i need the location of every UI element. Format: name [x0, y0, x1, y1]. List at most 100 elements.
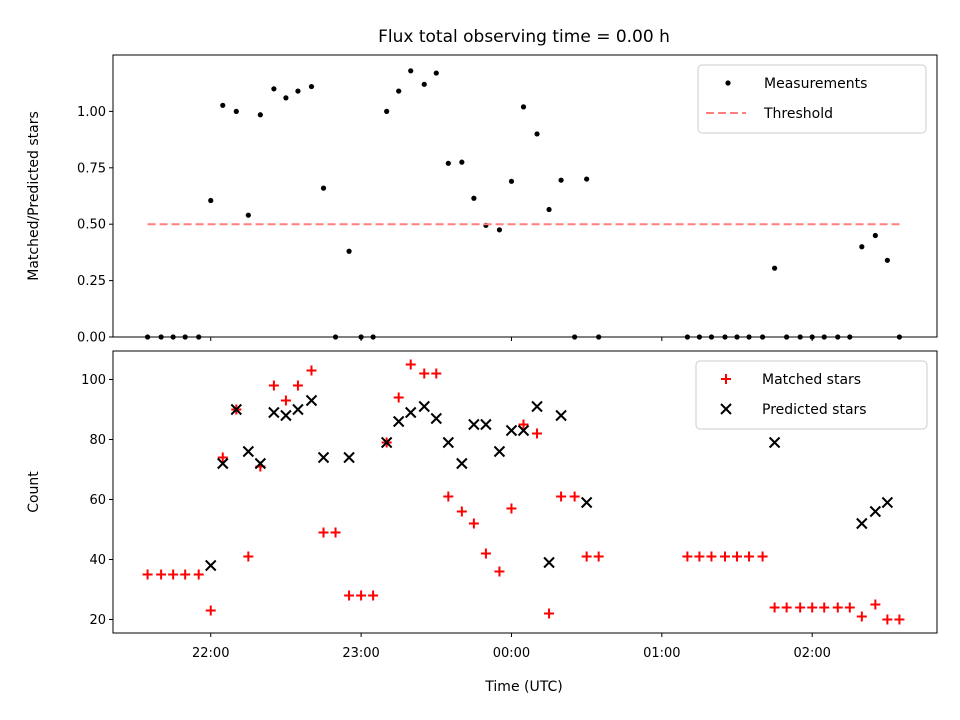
data-point [292, 380, 303, 391]
data-point [768, 436, 781, 449]
data-point [380, 436, 393, 449]
data-point [356, 590, 367, 601]
data-point [217, 457, 229, 470]
legend-label: Measurements [764, 76, 867, 92]
y-tick-label: 0.00 [77, 331, 106, 346]
data-point [421, 81, 427, 87]
top-panel: 0.00 0.25 0.50 0.75 1.00 Matched/Predicted st… [26, 54, 938, 346]
data-point [257, 112, 263, 118]
y-tick-label: 20 [89, 613, 106, 628]
data-point [543, 556, 555, 569]
data-point [393, 392, 404, 403]
data-point [531, 400, 543, 413]
data-point [459, 159, 465, 165]
chart-title: Flux total observing time = 0.00 h [378, 27, 670, 47]
data-point [493, 445, 506, 458]
data-point [496, 227, 503, 233]
y-tick-label: 40 [89, 553, 106, 568]
data-point [544, 608, 555, 619]
data-point [205, 605, 216, 616]
series-matched-stars [142, 359, 905, 625]
data-point [593, 551, 604, 562]
data-point [245, 212, 251, 218]
data-point [884, 257, 890, 263]
data-point [506, 503, 517, 514]
data-point [280, 395, 291, 406]
data-point [757, 551, 768, 562]
data-point [268, 380, 279, 391]
y-tick-label: 100 [81, 373, 106, 388]
data-point [706, 551, 717, 562]
data-point [193, 569, 204, 580]
series-predicted-stars [205, 394, 894, 572]
data-point [445, 160, 451, 166]
data-point [418, 400, 430, 413]
data-point [405, 359, 416, 370]
data-point [505, 424, 518, 437]
data-point [243, 551, 254, 562]
data-point [468, 518, 479, 529]
series-measurements [144, 68, 903, 340]
y-tick-label: 60 [89, 493, 106, 508]
data-point [268, 406, 280, 419]
data-point [869, 505, 882, 518]
data-point [230, 403, 243, 416]
data-point [781, 602, 792, 613]
data-point [392, 415, 405, 428]
data-point [305, 394, 318, 407]
data-point [581, 551, 592, 562]
x-tick-label: 01:00 [643, 646, 680, 661]
data-point [832, 602, 843, 613]
y-tick-label: 0.25 [77, 274, 106, 289]
data-point [271, 86, 277, 92]
data-point [682, 551, 693, 562]
y-axis-label: Matched/Predicted stars [26, 111, 42, 281]
data-point [318, 527, 329, 538]
data-point [468, 418, 480, 431]
data-point [508, 178, 515, 184]
data-point [894, 614, 905, 625]
y-tick-label: 0.75 [77, 161, 106, 176]
data-point [431, 368, 442, 379]
legend: Measurements Threshold [697, 64, 927, 134]
x-tick-label: 22:00 [192, 646, 229, 661]
data-point [419, 368, 430, 379]
data-point [518, 419, 529, 430]
data-point [430, 412, 442, 425]
data-point [584, 176, 590, 182]
axes-frame [112, 54, 938, 338]
data-point [480, 548, 491, 559]
data-point [346, 248, 352, 254]
data-point [156, 569, 167, 580]
data-point [220, 102, 226, 108]
legend-marker [725, 80, 731, 86]
data-point [292, 403, 304, 416]
x-tick-label: 00:00 [493, 646, 530, 661]
data-point [856, 611, 867, 622]
data-point [456, 457, 468, 470]
data-point [881, 496, 894, 509]
legend-frame [697, 64, 927, 134]
data-point [433, 70, 439, 76]
data-point [442, 436, 455, 449]
data-point [856, 517, 868, 530]
data-point [205, 559, 217, 572]
data-point [772, 265, 778, 271]
data-point [405, 406, 417, 419]
data-point [242, 445, 255, 458]
data-point [308, 83, 315, 90]
legend-label: Predicted stars [762, 402, 867, 418]
data-point [569, 491, 580, 502]
data-point [556, 491, 567, 502]
data-point [795, 602, 806, 613]
data-point [408, 68, 414, 74]
data-point [744, 551, 755, 562]
data-point [859, 244, 865, 250]
data-point [471, 195, 477, 201]
data-point [819, 602, 830, 613]
data-point [532, 428, 543, 439]
data-point [254, 457, 267, 470]
data-point [306, 365, 317, 376]
data-point [870, 599, 881, 610]
data-point [180, 569, 191, 580]
